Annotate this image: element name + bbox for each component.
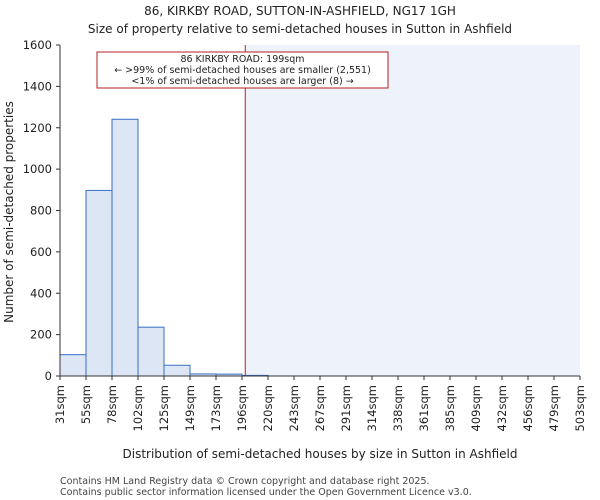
x-tick-label: 432sqm bbox=[495, 385, 509, 431]
x-tick-label: 173sqm bbox=[209, 385, 223, 431]
x-tick-label: 149sqm bbox=[183, 385, 197, 431]
y-tick-label: 1400 bbox=[23, 79, 52, 93]
bar bbox=[137, 326, 165, 377]
x-tick-label: 125sqm bbox=[157, 385, 171, 431]
x-tick-label: 267sqm bbox=[313, 385, 327, 431]
chart-title: 86, KIRKBY ROAD, SUTTON-IN-ASHFIELD, NG1… bbox=[144, 4, 456, 18]
bar bbox=[85, 189, 113, 377]
bar bbox=[59, 354, 87, 377]
annotation-line-1: 86 KIRKBY ROAD: 199sqm bbox=[180, 54, 304, 65]
y-tick-label: 600 bbox=[30, 245, 52, 259]
annotation-line-2: ← >99% of semi-detached houses are small… bbox=[114, 65, 371, 76]
x-axis-label: Distribution of semi-detached houses by … bbox=[123, 447, 518, 461]
annotation-box bbox=[96, 51, 389, 89]
bar bbox=[111, 118, 139, 377]
chart-subtitle: Size of property relative to semi-detach… bbox=[88, 22, 512, 36]
x-tick-label: 102sqm bbox=[131, 385, 145, 431]
x-tick-label: 479sqm bbox=[547, 385, 561, 431]
x-tick-label: 456sqm bbox=[521, 385, 535, 431]
y-tick-label: 800 bbox=[30, 204, 52, 218]
plot-area: 0 200 400 600 800 1000 1200 1400 1600 31sqm 55sqm 7… bbox=[23, 38, 587, 431]
x-tick-label: 55sqm bbox=[79, 385, 93, 424]
y-tick-label: 400 bbox=[30, 286, 52, 300]
y-tick-label: 0 bbox=[45, 369, 52, 383]
y-tick-label: 1000 bbox=[23, 162, 52, 176]
footer-line-1: Contains HM Land Registry data © Crown c… bbox=[60, 476, 430, 487]
annotation-line-3: <1% of semi-detached houses are larger (… bbox=[131, 76, 353, 87]
x-tick-label: 385sqm bbox=[443, 385, 457, 431]
x-tick-label: 243sqm bbox=[287, 385, 301, 431]
x-tick-label: 361sqm bbox=[417, 385, 431, 431]
y-tick-label: 1200 bbox=[23, 121, 52, 135]
x-tick-label: 314sqm bbox=[365, 385, 379, 431]
bar bbox=[163, 364, 191, 377]
footer-line-2: Contains public sector information licen… bbox=[60, 487, 472, 498]
x-tick-label: 196sqm bbox=[235, 385, 249, 431]
x-tick-label: 78sqm bbox=[105, 385, 119, 424]
x-tick-label: 409sqm bbox=[469, 385, 483, 431]
y-tick-label: 200 bbox=[30, 328, 52, 342]
x-tick-label: 220sqm bbox=[261, 385, 275, 431]
x-tick-label: 338sqm bbox=[391, 385, 405, 431]
y-tick-label: 1600 bbox=[23, 38, 52, 52]
x-tick-label: 291sqm bbox=[339, 385, 353, 431]
x-tick-label: 31sqm bbox=[53, 385, 67, 424]
y-axis-label: Number of semi-detached properties bbox=[2, 101, 16, 323]
x-tick-label: 503sqm bbox=[573, 385, 587, 431]
highlight-region bbox=[245, 45, 580, 376]
